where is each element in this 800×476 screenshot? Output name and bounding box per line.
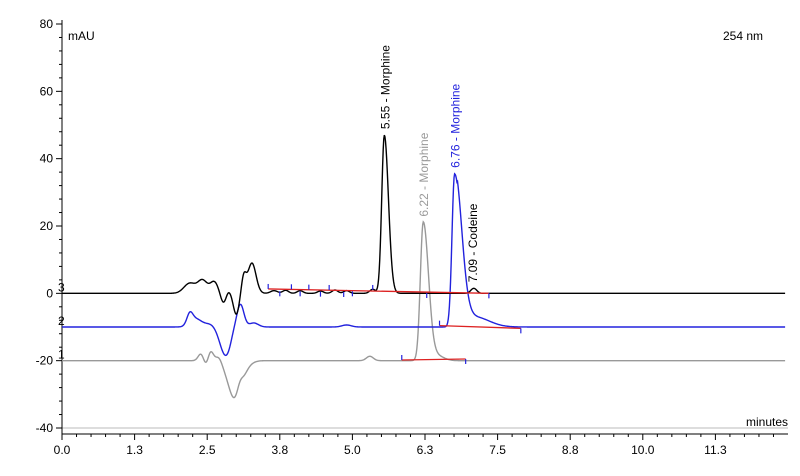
x-tick-label: 2.5 (199, 443, 216, 457)
y-tick-label: 0 (46, 286, 53, 300)
y-tick-label: 40 (40, 152, 54, 166)
x-tick-label: 0.0 (54, 443, 71, 457)
trace-3-baseline (268, 288, 489, 294)
y-tick-label: 80 (40, 17, 54, 31)
y-tick-label: 20 (40, 219, 54, 233)
trace-3-label: 3 (58, 280, 65, 294)
x-tick-label: 5.0 (344, 443, 361, 457)
trace-3-line (62, 134, 786, 315)
integration-marks (267, 283, 522, 364)
y-axis-label: mAU (68, 29, 95, 43)
trace-1-label: 1 (58, 348, 65, 362)
trace-1-line (62, 220, 786, 399)
peak-labels: 5.55 - Morphine 6.22 - Morphine 6.76 - Mor… (378, 45, 479, 283)
trace-2-baseline (439, 325, 521, 329)
peak-label: 7.09 - Codeine (466, 203, 480, 282)
peak-label: 6.76 - Morphine (449, 83, 463, 167)
x-tick-label: 3.8 (271, 443, 288, 457)
y-tick-label: -40 (36, 421, 54, 435)
trace-1-baseline (401, 358, 466, 361)
x-axis-label: minutes (746, 415, 788, 429)
x-tick-label: 7.5 (489, 443, 506, 457)
x-tick-label: 6.3 (417, 443, 434, 457)
x-tick-label: 10.0 (631, 443, 655, 457)
wavelength-label: 254 nm (723, 29, 763, 43)
x-tick-label: 8.8 (562, 443, 579, 457)
peak-label: 6.22 - Morphine (417, 132, 431, 216)
peak-label: 5.55 - Morphine (378, 45, 392, 129)
x-tick-label: 11.3 (704, 443, 727, 457)
trace-2-line (62, 172, 786, 357)
y-tick-label: 60 (40, 84, 54, 98)
traces: 1 2 3 (58, 134, 786, 399)
y-tick-label: -20 (36, 354, 54, 368)
axes: 80 60 40 20 0 -20 -400.0 1.3 2.5 3.8 5.0 6.3 7.5 8.8 1… (36, 17, 788, 457)
x-tick-label: 1.3 (126, 443, 143, 457)
trace-2-label: 2 (58, 314, 65, 328)
